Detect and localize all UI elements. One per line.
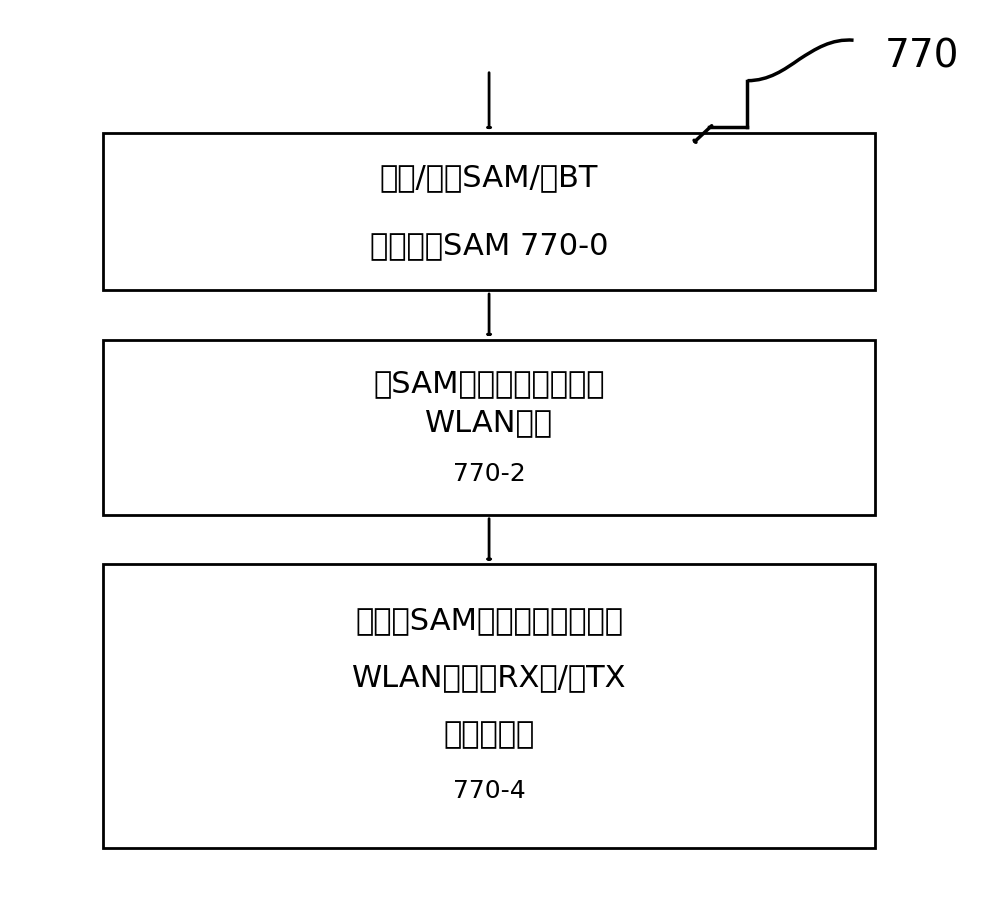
Text: WLAN电路: WLAN电路 bbox=[425, 408, 553, 437]
Text: WLAN电路的RX和/或TX: WLAN电路的RX和/或TX bbox=[352, 663, 627, 692]
Text: 770-2: 770-2 bbox=[453, 462, 525, 486]
Text: 770: 770 bbox=[885, 37, 958, 76]
Text: 770-4: 770-4 bbox=[453, 780, 525, 803]
Bar bbox=[103, 132, 875, 290]
Text: 操作的调度: 操作的调度 bbox=[444, 720, 534, 750]
Text: 响应于SAM信息来改变并置的: 响应于SAM信息来改变并置的 bbox=[355, 606, 623, 635]
Bar bbox=[103, 340, 875, 515]
Text: 电路协商SAM 770-0: 电路协商SAM 770-0 bbox=[370, 231, 608, 260]
Text: 创建/接收SAM/与BT: 创建/接收SAM/与BT bbox=[380, 163, 598, 192]
Bar bbox=[103, 564, 875, 847]
Text: 将SAM信息发送至并置的: 将SAM信息发送至并置的 bbox=[373, 370, 605, 399]
